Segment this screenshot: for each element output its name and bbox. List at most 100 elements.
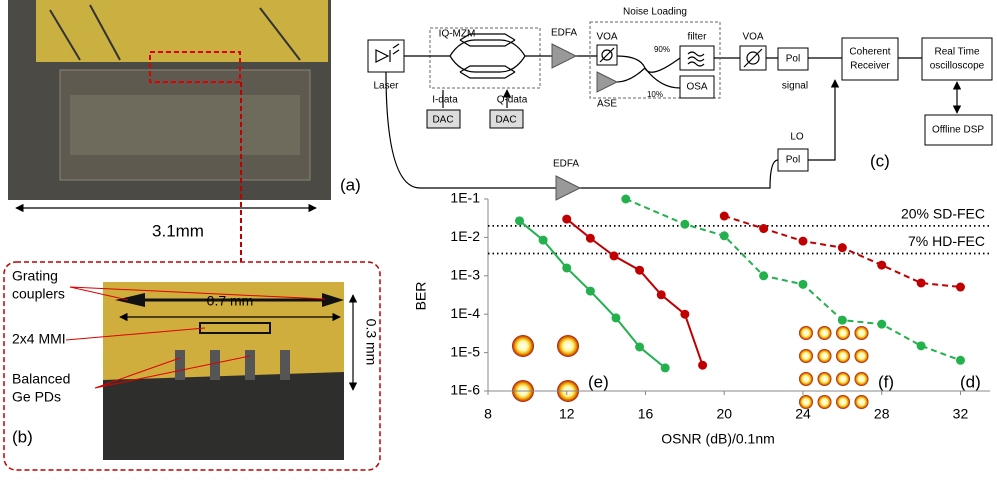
data-point (635, 342, 644, 351)
data-point (759, 271, 768, 280)
block-label: 10% (647, 90, 663, 99)
data-point (698, 361, 707, 370)
block-label: Receiver (850, 61, 890, 72)
y-axis-title: BER (413, 282, 429, 311)
data-point (609, 251, 618, 260)
x-tick-label: 12 (559, 406, 575, 422)
x-tick-label: 32 (953, 406, 969, 422)
constellation-point (836, 372, 850, 386)
data-point (956, 283, 965, 292)
constellation-point (855, 372, 869, 386)
data-point (539, 236, 548, 245)
block-label: LO (790, 132, 804, 143)
callout: Ge PDs (12, 389, 61, 405)
panel-label: (a) (340, 175, 361, 194)
panel-label: (d) (960, 372, 981, 391)
block-label: 90% (654, 45, 670, 54)
data-point (680, 310, 689, 319)
block-label: DAC (495, 115, 516, 126)
threshold-label: 20% SD-FEC (901, 206, 985, 222)
data-point (759, 224, 768, 233)
constellation-point (855, 326, 869, 340)
block-label: OSA (686, 82, 707, 93)
constellation-point (836, 326, 850, 340)
data-point (562, 263, 571, 272)
block-label: EDFA (553, 159, 579, 170)
data-point (611, 313, 620, 322)
setup-diagram (368, 22, 992, 200)
block-label: VOA (742, 32, 763, 43)
constellation-point (818, 372, 832, 386)
block-label: Pol (786, 155, 800, 166)
ber-chart: (e) (f) (d) OSNR (dB)/0.1nm BER 1E-1 1E-2… (413, 190, 990, 447)
threshold-label: 7% HD-FEC (908, 233, 985, 249)
constellation-point (799, 372, 813, 386)
data-point (562, 215, 571, 224)
callout: 2x4 MMI (12, 331, 66, 347)
data-point (956, 356, 965, 365)
data-point (917, 341, 926, 350)
block-label: Laser (373, 81, 399, 92)
x-tick-label: 28 (874, 406, 890, 422)
constellation-point (836, 349, 850, 363)
constellation-point (818, 326, 832, 340)
block-label: DAC (432, 115, 453, 126)
block-label: signal (782, 81, 808, 92)
data-point (720, 231, 729, 240)
block-label: IQ-MZM (439, 29, 476, 40)
block-label: ASE (597, 99, 617, 110)
constellation-point (818, 349, 832, 363)
block-label: Coherent (849, 47, 890, 58)
data-point (680, 220, 689, 229)
y-tick-label: 1E-6 (450, 382, 480, 398)
constellation-point (855, 349, 869, 363)
x-axis-title: OSNR (dB)/0.1nm (661, 431, 775, 447)
y-tick-label: 1E-1 (450, 190, 480, 206)
panel-label: (e) (588, 372, 609, 391)
callout: couplers (12, 286, 65, 302)
block-label: Q-data (497, 95, 528, 106)
data-point (798, 280, 807, 289)
data-point (917, 278, 926, 287)
data-point (635, 266, 644, 275)
data-point (798, 237, 807, 246)
data-point (877, 261, 886, 270)
data-point (657, 290, 666, 299)
constellation-point (799, 326, 813, 340)
data-point (586, 287, 595, 296)
panel-label: (f) (878, 372, 894, 391)
block-label: Noise Loading (623, 7, 687, 18)
height-label: 0.3 mm (363, 319, 379, 366)
block-label: filter (688, 32, 708, 43)
y-tick-label: 1E-3 (450, 267, 480, 283)
constellation-inset (799, 326, 869, 409)
data-point (877, 320, 886, 329)
x-tick-label: 16 (638, 406, 654, 422)
y-tick-label: 1E-4 (450, 305, 480, 321)
callout: Grating (12, 268, 58, 284)
data-point (586, 234, 595, 243)
block-label: Real Time (934, 47, 979, 58)
scale-label: 3.1mm (152, 221, 204, 240)
block-label: Pol (786, 54, 800, 65)
block-label: oscilloscope (930, 61, 985, 72)
x-tick-label: 24 (795, 406, 811, 422)
y-tick-label: 1E-2 (450, 228, 480, 244)
block-label: I-data (432, 95, 458, 106)
x-tick-label: 8 (484, 406, 492, 422)
constellation-inset (512, 335, 579, 402)
series-line (626, 199, 961, 360)
data-point (838, 243, 847, 252)
block-label: Offline DSP (932, 125, 984, 136)
constellation-point (799, 349, 813, 363)
y-tick-label: 1E-5 (450, 343, 480, 359)
data-point (621, 195, 630, 204)
callout: Balanced (12, 371, 70, 387)
x-tick-label: 20 (716, 406, 732, 422)
constellation-point (855, 395, 869, 409)
data-point (838, 316, 847, 325)
block-label: VOA (596, 32, 617, 43)
constellation-point (818, 395, 832, 409)
data-point (720, 212, 729, 221)
data-point (661, 363, 670, 372)
